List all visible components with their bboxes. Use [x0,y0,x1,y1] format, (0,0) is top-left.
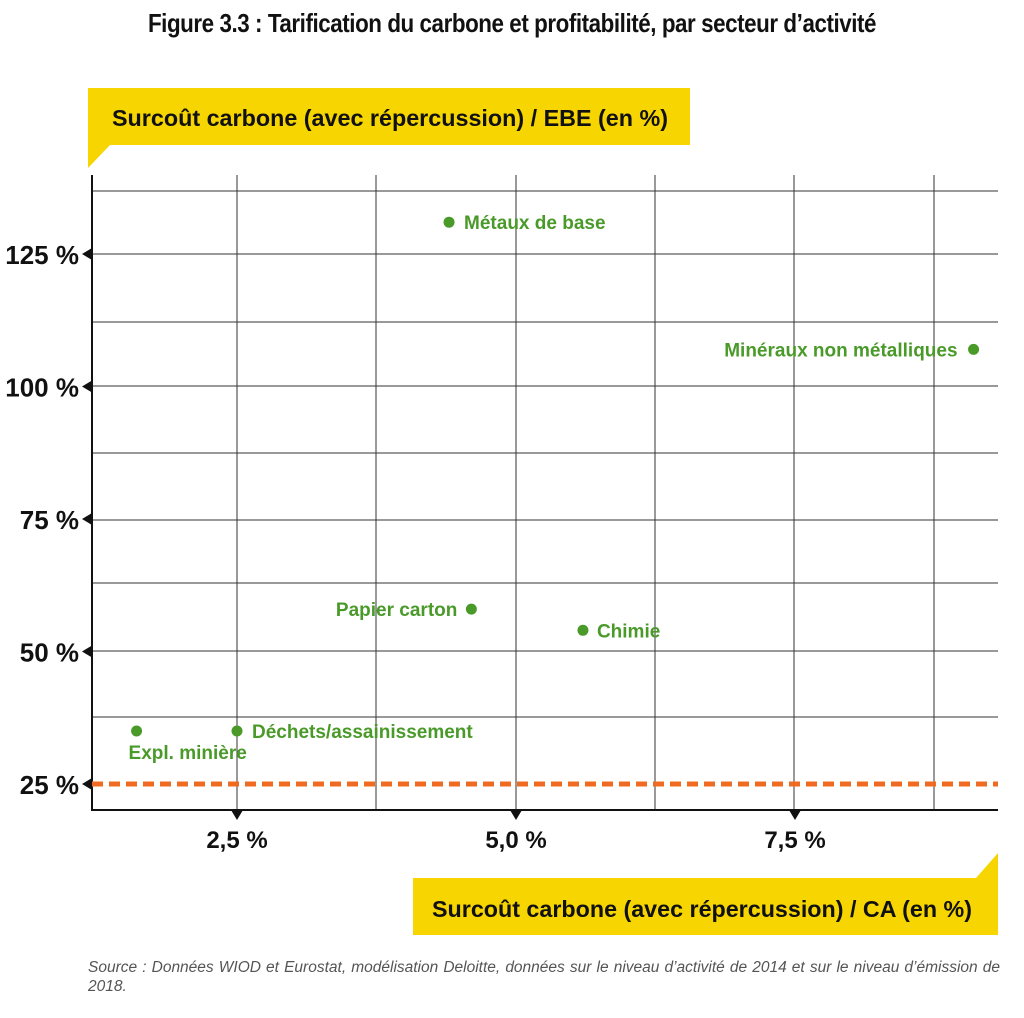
x-tick-label: 2,5 % [206,827,267,854]
y-tick-marker [82,778,92,790]
grid [92,175,998,810]
data-point-label: Déchets/assainissement [252,722,473,743]
x-tick-marker [510,810,522,820]
scatter-chart: Surcoût carbone (avec répercussion) / EB… [5,88,998,935]
y-tick-marker [82,248,92,260]
data-point-label: Minéraux non métalliques [724,340,957,361]
y-tick-label: 75 % [20,505,79,535]
data-points: Métaux de base Minéraux non métalliques Pa… [129,213,980,764]
y-tick-label: 50 % [20,638,79,668]
x-tick-label: 7,5 % [764,827,825,854]
data-point-label: Expl. minière [129,743,247,764]
data-point-label: Métaux de base [464,213,606,234]
data-point [465,603,477,615]
data-point [968,343,980,355]
data-point-label: Chimie [597,621,660,642]
data-point [577,624,589,636]
y-tick-label: 100 % [5,373,79,403]
y-axis-title-box: Surcoût carbone (avec répercussion) / EB… [88,88,690,168]
ticks: 25 % 50 % 75 % 100 % 125 % 2,5 % 5,0 % 7,5 % [5,240,825,854]
source-note: Source : Données WIOD et Eurostat, modél… [88,959,1000,995]
x-tick-label: 5,0 % [485,827,546,854]
y-axis-title: Surcoût carbone (avec répercussion) / EB… [112,105,668,131]
x-tick-marker [789,810,801,820]
y-tick-marker [82,513,92,525]
axes [91,175,998,811]
data-point [231,725,243,737]
y-tick-marker [82,645,92,658]
data-point [131,725,143,737]
chart-title: Figure 3.3 : Tarification du carbone et … [147,8,877,38]
y-tick-label: 25 % [20,770,79,800]
x-tick-marker [231,810,243,820]
y-tick-label: 125 % [5,240,79,270]
y-tick-marker [82,380,92,393]
data-point [443,216,455,228]
data-point-label: Papier carton [336,600,457,621]
x-axis-title-box: Surcoût carbone (avec répercussion) / CA… [413,853,998,935]
x-axis-title: Surcoût carbone (avec répercussion) / CA… [432,896,972,922]
